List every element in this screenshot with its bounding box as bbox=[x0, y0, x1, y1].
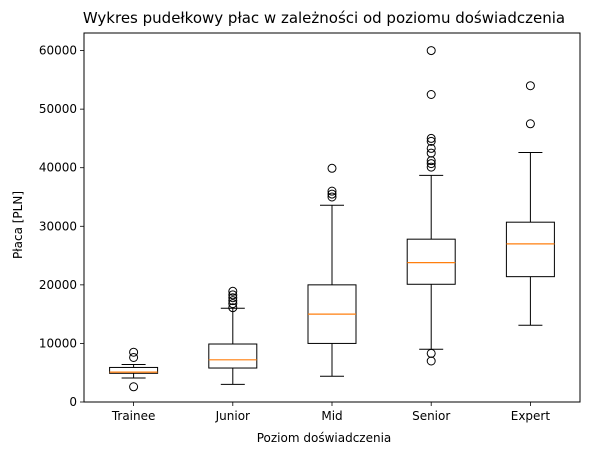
box-iqr bbox=[208, 343, 258, 369]
outlier-point bbox=[129, 382, 139, 392]
plot-area: 0 10000 20000 30000 40000 50000 60000 Trainee Ju… bbox=[39, 32, 581, 423]
y-tick-label: 0 bbox=[69, 395, 77, 409]
outlier-point bbox=[426, 143, 436, 153]
outlier-point bbox=[129, 352, 139, 362]
outlier-point bbox=[129, 347, 139, 357]
outlier-point bbox=[228, 299, 238, 309]
x-axis-label: Poziom doświadczenia bbox=[257, 431, 392, 445]
box-iqr bbox=[109, 366, 159, 374]
y-axis-label: Płaca [PLN] bbox=[11, 191, 25, 259]
outlier-point bbox=[228, 296, 238, 306]
y-tick-label: 60000 bbox=[39, 44, 77, 58]
outlier-point bbox=[426, 148, 436, 158]
x-tick-label: Senior bbox=[412, 409, 450, 423]
outlier-point bbox=[426, 136, 436, 146]
outlier-point bbox=[426, 133, 436, 143]
outlier-point bbox=[327, 189, 337, 199]
x-tick-label: Mid bbox=[321, 409, 342, 423]
axes-frame bbox=[83, 32, 581, 403]
outlier-point bbox=[426, 46, 436, 56]
outlier-point bbox=[327, 192, 337, 202]
box-iqr bbox=[406, 238, 456, 285]
y-tick-label: 40000 bbox=[39, 161, 77, 175]
outlier-point bbox=[525, 119, 535, 129]
outlier-point bbox=[228, 293, 238, 303]
box-iqr bbox=[505, 221, 555, 278]
outlier-point bbox=[426, 90, 436, 99]
outlier-point bbox=[228, 290, 238, 300]
outlier-point bbox=[525, 81, 535, 91]
outlier-point bbox=[426, 162, 436, 172]
x-tick-label: Expert bbox=[511, 409, 551, 423]
outlier-point bbox=[426, 348, 436, 358]
outlier-point bbox=[327, 186, 337, 196]
outlier-point bbox=[426, 356, 436, 366]
x-tick-label: Junior bbox=[215, 409, 250, 423]
outlier-point bbox=[228, 286, 238, 296]
y-tick-label: 30000 bbox=[39, 219, 77, 233]
outlier-point bbox=[426, 159, 436, 169]
outlier-point bbox=[327, 163, 337, 173]
y-tick-label: 20000 bbox=[39, 278, 77, 292]
y-tick-label: 50000 bbox=[39, 102, 77, 116]
outlier-point bbox=[228, 303, 238, 313]
chart-title: Wykres pudełkowy płac w zależności od po… bbox=[83, 9, 565, 27]
y-tick-label: 10000 bbox=[39, 336, 77, 350]
x-tick-label: Trainee bbox=[111, 409, 156, 423]
